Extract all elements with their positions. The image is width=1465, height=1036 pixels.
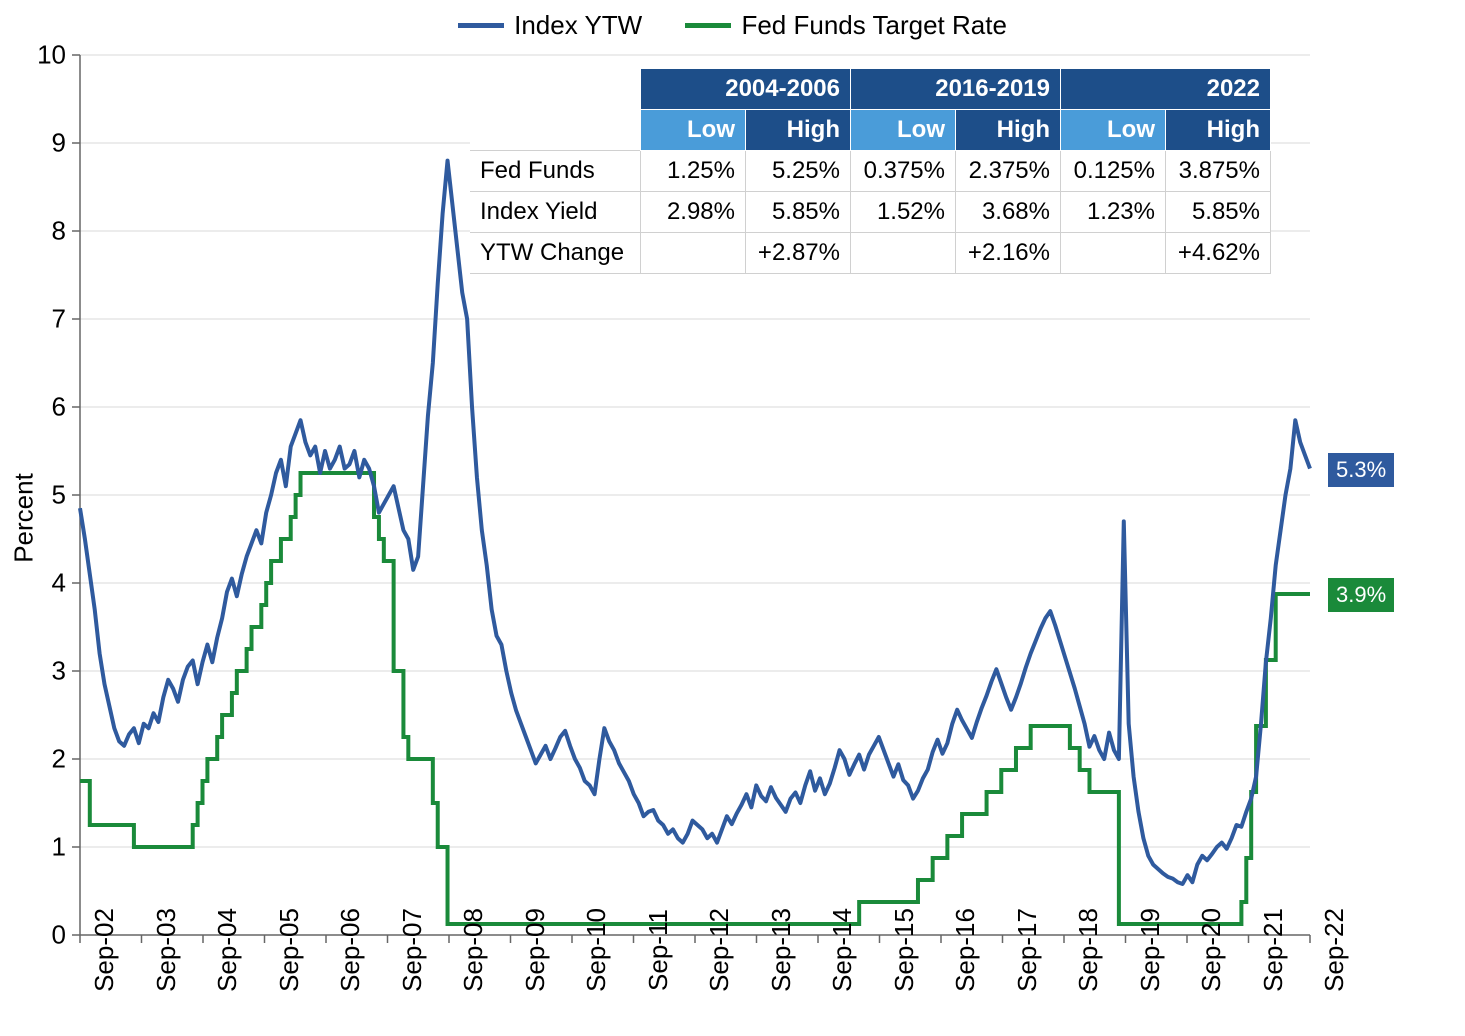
x-tick-label: Sep-15 [889, 908, 920, 992]
table-cell: 1.52% [851, 192, 956, 233]
table-cell: +4.62% [1166, 233, 1271, 274]
x-tick-label: Sep-17 [1012, 908, 1043, 992]
chart-container: Index YTW Fed Funds Target Rate Percent … [0, 0, 1465, 1036]
x-tick-label: Sep-11 [643, 909, 674, 991]
x-tick-label: Sep-10 [581, 908, 612, 992]
y-tick-label: 8 [52, 216, 66, 247]
table-cell [641, 233, 746, 274]
y-tick-label: 10 [37, 40, 66, 71]
table-cell: 2.98% [641, 192, 746, 233]
table-cell: 5.25% [746, 151, 851, 192]
table-cell: 1.25% [641, 151, 746, 192]
x-tick-label: Sep-08 [458, 908, 489, 992]
endpoint-badge-index-ytw: 5.3% [1328, 453, 1394, 487]
table-row: YTW Change +2.87% +2.16% +4.62% [470, 233, 1271, 274]
table-row: Fed Funds1.25%5.25%0.375%2.375%0.125%3.8… [470, 151, 1271, 192]
table-subheader-low: Low [1061, 110, 1166, 151]
x-tick-label: Sep-06 [335, 908, 366, 992]
table-row-label: Index Yield [470, 192, 641, 233]
table-subheader-low: Low [851, 110, 956, 151]
table-cell: 1.23% [1061, 192, 1166, 233]
x-tick-label: Sep-12 [704, 908, 735, 992]
table-row-label: Fed Funds [470, 151, 641, 192]
y-tick-label: 3 [52, 656, 66, 687]
table-subheader-high: High [1166, 110, 1271, 151]
table-cell: 0.375% [851, 151, 956, 192]
table-cell: 2.375% [956, 151, 1061, 192]
table-row: Index Yield2.98%5.85%1.52%3.68%1.23%5.85… [470, 192, 1271, 233]
x-tick-label: Sep-21 [1258, 908, 1289, 992]
table-subheader-high: High [956, 110, 1061, 151]
table-cell: 3.875% [1166, 151, 1271, 192]
table-period-header: 2016-2019 [851, 69, 1061, 110]
x-tick-label: Sep-09 [520, 908, 551, 992]
x-tick-label: Sep-18 [1073, 908, 1104, 992]
endpoint-badge-fed-funds: 3.9% [1328, 578, 1394, 612]
table-cell: 5.85% [1166, 192, 1271, 233]
y-tick-label: 1 [52, 832, 66, 863]
x-tick-label: Sep-19 [1135, 908, 1166, 992]
x-tick-label: Sep-13 [766, 908, 797, 992]
x-tick-label: Sep-04 [212, 908, 243, 992]
x-tick-label: Sep-14 [827, 908, 858, 992]
x-tick-label: Sep-20 [1196, 908, 1227, 992]
y-tick-label: 4 [52, 568, 66, 599]
y-tick-label: 6 [52, 392, 66, 423]
table-subheader-low: Low [641, 110, 746, 151]
y-tick-label: 9 [52, 128, 66, 159]
table-cell [1061, 233, 1166, 274]
x-tick-label: Sep-05 [274, 908, 305, 992]
y-tick-label: 5 [52, 480, 66, 511]
y-tick-label: 2 [52, 744, 66, 775]
x-tick-label: Sep-16 [950, 908, 981, 992]
table-row-label: YTW Change [470, 233, 641, 274]
summary-table: 2004-20062016-20192022LowHighLowHighLowH… [470, 68, 1271, 274]
y-tick-label: 0 [52, 920, 66, 951]
table-cell: 3.68% [956, 192, 1061, 233]
table-period-header: 2004-2006 [641, 69, 851, 110]
table-cell: 0.125% [1061, 151, 1166, 192]
table-cell [851, 233, 956, 274]
x-tick-label: Sep-02 [89, 908, 120, 992]
table-cell: +2.16% [956, 233, 1061, 274]
table-cell: +2.87% [746, 233, 851, 274]
x-tick-label: Sep-22 [1319, 908, 1350, 992]
x-tick-label: Sep-07 [397, 908, 428, 992]
y-tick-label: 7 [52, 304, 66, 335]
table-period-header: 2022 [1061, 69, 1271, 110]
x-tick-label: Sep-03 [151, 908, 182, 992]
table-cell: 5.85% [746, 192, 851, 233]
table-subheader-high: High [746, 110, 851, 151]
